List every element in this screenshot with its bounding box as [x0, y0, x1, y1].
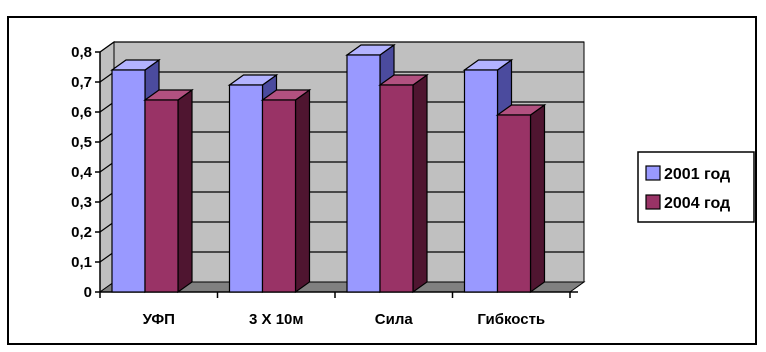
bar-front — [346, 54, 381, 293]
bar-front — [261, 99, 297, 293]
bar-front — [144, 99, 179, 293]
legend-label: 2004 год — [664, 195, 730, 212]
legend-box — [637, 151, 755, 223]
y-tick-label: 0,2 — [71, 224, 92, 241]
category-label: УФП — [143, 311, 175, 328]
y-tick-label: 0,3 — [71, 194, 92, 211]
y-tick-label: 0,4 — [71, 164, 93, 181]
legend-label: 2001 год — [664, 166, 730, 183]
gridline — [99, 41, 584, 53]
y-tick-label: 0,7 — [71, 74, 92, 91]
legend-swatch — [645, 194, 661, 210]
bar-front — [496, 114, 532, 293]
bar-side — [294, 88, 311, 294]
category-labels: УФП 3 Х 10м Сила Гибкость — [143, 311, 546, 328]
bars — [110, 43, 547, 294]
y-tick-label: 0,5 — [71, 134, 92, 151]
y-tick-labels: 0 0,1 0,2 0,3 0,4 0,5 0,6 0,7 0,8 — [71, 44, 93, 301]
bar-front — [111, 69, 146, 293]
bar-front — [379, 84, 414, 293]
category-label: Сила — [375, 311, 414, 328]
y-tick-label: 0,1 — [71, 254, 92, 271]
category-label: Гибкость — [477, 311, 545, 328]
y-tick-label: 0,8 — [71, 44, 92, 61]
y-tick-label: 0 — [84, 284, 92, 301]
bar — [345, 43, 396, 294]
category-label: 3 Х 10м — [249, 311, 303, 328]
bar-front — [228, 84, 264, 293]
bar — [143, 88, 194, 294]
bar — [260, 88, 312, 294]
bar — [495, 103, 547, 294]
bar — [378, 73, 429, 294]
bar-side — [177, 88, 193, 294]
y-tick-label: 0,6 — [71, 104, 92, 121]
legend-swatch — [645, 165, 661, 181]
legend: 2001 год 2004 год — [637, 151, 755, 223]
bar-front — [463, 69, 499, 293]
bar-side — [412, 73, 428, 294]
bar-side — [529, 103, 546, 294]
